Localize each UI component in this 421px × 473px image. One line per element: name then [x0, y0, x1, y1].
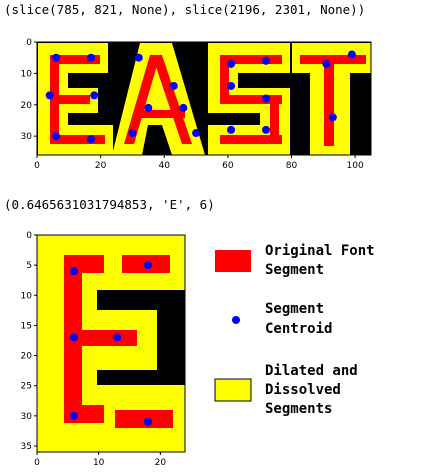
- legend-label-segment-2: Segment: [265, 262, 324, 278]
- chart-east-centroid-point: [262, 56, 271, 65]
- chart-east-y-tick-label: 20: [21, 101, 33, 111]
- chart-east-axes-frame: [36, 41, 372, 156]
- chart-east-red: [50, 55, 366, 146]
- output-line-score: (0.6465631031794853, 'E', 6): [4, 197, 215, 212]
- output-line-slices: (slice(785, 821, None), slice(2196, 2301…: [4, 2, 366, 17]
- chart-east-centroid-point: [90, 91, 99, 100]
- chart-e-y-tick-label: 0: [26, 231, 32, 241]
- chart-east-centroid-point: [227, 59, 236, 68]
- chart-east-centroid-point: [328, 113, 337, 122]
- chart-east-centroid-point: [87, 53, 96, 62]
- chart-e-red: [64, 255, 173, 428]
- chart-east-centroid-point: [144, 103, 153, 112]
- chart-e-x-tick-label: 20: [155, 458, 167, 468]
- chart-e-y-tick-label: 20: [21, 352, 33, 362]
- legend-label-segment-1: Original Font: [265, 243, 375, 259]
- chart-e-centroids: [70, 261, 152, 426]
- chart-east-centroid-point: [347, 50, 356, 59]
- chart-east-centroid-point: [45, 91, 54, 100]
- chart-east-centroid-point: [87, 135, 96, 144]
- chart-e-centroid-point: [113, 333, 122, 342]
- chart-east: 0 20 40 60 80 100 0 10 20 30: [21, 38, 372, 171]
- chart-east-centroid-point: [134, 53, 143, 62]
- chart-e: 0 10 20 0 5 10 15 20 25 30 35: [21, 231, 186, 468]
- chart-e-centroid-point: [144, 261, 152, 270]
- chart-e-centroid-point: [70, 333, 78, 342]
- legend: Original Font Segment Segment Centroid D…: [214, 243, 375, 417]
- chart-e-y-tick-label: 5: [26, 261, 32, 271]
- legend-label-centroid-2: Centroid: [265, 321, 332, 337]
- chart-e-y-tick-label: 15: [21, 321, 32, 331]
- legend-swatch-dilated: [214, 378, 252, 402]
- chart-east-centroid-point: [262, 125, 271, 134]
- chart-e-centroid-point: [70, 267, 78, 276]
- chart-east-x-tick-label: 0: [34, 161, 40, 171]
- chart-east-y-tick-label: 0: [26, 38, 32, 48]
- chart-east-centroid-point: [227, 125, 236, 134]
- legend-label-dilated-2: Dissolved: [265, 382, 341, 398]
- chart-e-axes-frame: [36, 234, 186, 453]
- chart-east-centroid-point: [227, 81, 236, 90]
- chart-east-centroid-point: [128, 129, 137, 138]
- chart-east-x-tick-label: 100: [347, 161, 364, 171]
- chart-east-centroid-point: [262, 94, 271, 103]
- chart-e-y-tick-label: 35: [21, 442, 32, 452]
- chart-east-centroid-point: [179, 103, 188, 112]
- chart-east-centroids: [45, 50, 356, 144]
- chart-e-x-tick-label: 0: [34, 458, 40, 468]
- legend-swatch-segment: [215, 250, 251, 272]
- chart-east-x-tick-label: 40: [159, 161, 171, 171]
- chart-east-centroid-point: [192, 129, 201, 138]
- chart-e-centroid-point: [144, 417, 152, 426]
- chart-east-y-tick-label: 10: [21, 69, 33, 79]
- chart-east-axes: 0 20 40 60 80 100 0 10 20 30: [21, 38, 372, 171]
- legend-swatch-centroid: [232, 316, 240, 324]
- chart-east-centroid-point: [52, 53, 61, 62]
- chart-e-y-tick-label: 10: [21, 291, 33, 301]
- chart-east-x-tick-label: 60: [222, 161, 234, 171]
- chart-east-centroid-point: [322, 59, 331, 68]
- legend-label-dilated-1: Dilated and: [265, 363, 358, 379]
- chart-east-x-tick-label: 80: [286, 161, 298, 171]
- chart-e-centroid-point: [70, 411, 78, 420]
- legend-label-centroid-1: Segment: [265, 301, 324, 317]
- chart-east-x-tick-label: 20: [95, 161, 107, 171]
- legend-label-dilated-3: Segments: [265, 401, 332, 417]
- chart-e-axes: 0 10 20 0 5 10 15 20 25 30 35: [21, 231, 186, 468]
- chart-east-centroid-point: [52, 132, 61, 141]
- chart-east-y-tick-label: 30: [21, 132, 33, 142]
- chart-east-centroid-point: [169, 81, 178, 90]
- chart-e-y-tick-label: 25: [21, 382, 32, 392]
- chart-e-x-tick-label: 10: [93, 458, 105, 468]
- chart-e-y-tick-label: 30: [21, 412, 33, 422]
